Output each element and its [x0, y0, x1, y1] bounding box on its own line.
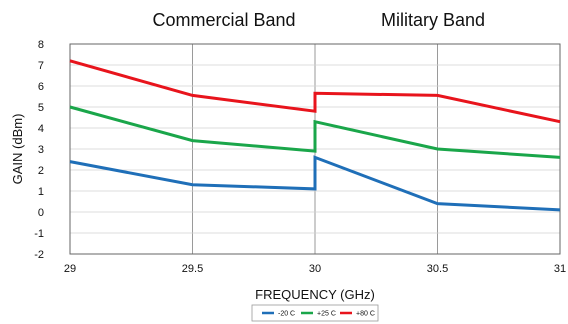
series-line-1 — [69, 155, 561, 212]
y-tick-label: -2 — [34, 249, 44, 261]
legend-box — [251, 304, 379, 322]
x-tick-label: 29 — [64, 263, 76, 275]
commercial-band-label: Commercial Band — [152, 10, 295, 30]
y-tick-label: 5 — [38, 102, 44, 114]
y-tick-label: 1 — [38, 186, 44, 198]
y-tick-label: 2 — [38, 165, 44, 177]
y-tick-labels: 8 7 6 5 4 3 2 1 0 -1 -2 — [34, 39, 44, 261]
legend-label: -20 C — [278, 311, 295, 318]
x-tick-label: 30 — [309, 263, 321, 275]
y-axis-title: GAIN (dBm) — [10, 114, 25, 185]
y-tick-label: 3 — [38, 144, 44, 156]
plot-frame — [69, 43, 561, 255]
y-tick-label: 8 — [38, 39, 44, 51]
x-tick-labels: 29 29.5 30 30.5 31 — [64, 263, 566, 275]
series-line-2 — [69, 105, 561, 159]
legend: -20 C +25 C +80 C — [251, 304, 379, 322]
y-tick-label: 4 — [38, 123, 44, 135]
legend-label: +25 C — [317, 311, 336, 318]
x-tick-label: 31 — [554, 263, 566, 275]
legend-label: +80 C — [356, 311, 375, 318]
y-tick-label: 0 — [38, 207, 44, 219]
y-tick-label: 7 — [38, 60, 44, 72]
x-axis-title: FREQUENCY (GHz) — [255, 287, 375, 302]
y-tick-label: 6 — [38, 81, 44, 93]
series-line-3 — [69, 59, 561, 124]
y-tick-label: -1 — [34, 228, 44, 240]
military-band-label: Military Band — [381, 10, 485, 30]
series-lines — [69, 59, 561, 212]
x-tick-label: 29.5 — [182, 263, 203, 275]
x-tick-label: 30.5 — [427, 263, 448, 275]
